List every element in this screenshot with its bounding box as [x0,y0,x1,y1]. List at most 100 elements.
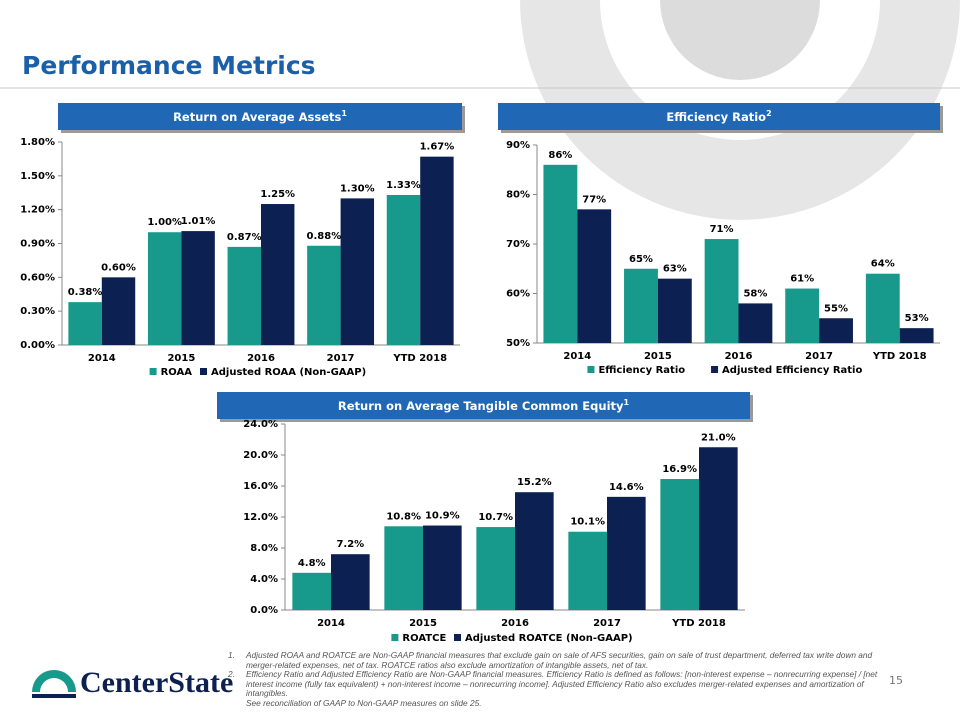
value-label: 1.00% [147,217,182,228]
header-bar [58,103,462,130]
legend-swatch [391,634,399,641]
value-label: 10.1% [570,517,605,528]
value-label: 1.33% [386,180,421,191]
x-tick-label: 2017 [327,353,355,364]
bar [819,318,853,343]
footnote-text: See reconciliation of GAAP to Non-GAAP m… [246,697,482,708]
bar [68,302,102,345]
value-label: 21.0% [701,432,736,443]
legend-label: ROATCE [402,633,446,644]
chart-title-text: Efficiency Ratio [666,110,766,124]
bar [785,288,820,343]
legend-swatch [149,368,157,375]
bar [699,447,738,610]
header-bar [217,392,750,419]
page-number: 15 [889,674,903,687]
bar [607,496,646,610]
y-tick-label: 24.0% [243,419,278,430]
footnote: See reconciliation of GAAP to Non-GAAP m… [228,697,888,709]
value-label: 1.01% [181,216,216,227]
x-tick-label: 2016 [725,351,753,362]
slide-title: Performance Metrics [22,51,316,80]
x-tick-label: YTD 2018 [671,618,726,629]
legend-label: Efficiency Ratio [598,365,685,376]
y-tick-label: 80% [506,190,530,201]
x-tick-label: 2016 [501,618,529,629]
value-label: 0.88% [307,231,342,242]
bar [147,232,182,345]
legend-label: Adjusted ROATCE (Non-GAAP) [465,633,633,644]
value-label: 61% [790,274,814,285]
x-tick-label: 2016 [247,353,275,364]
x-tick-label: 2017 [805,351,833,362]
bar [331,554,370,610]
logo-icon [32,670,76,698]
bar [423,525,462,610]
footnote: 1. Adjusted ROAA and ROATCE are Non-GAAP … [228,650,888,670]
bar [657,278,692,343]
bar [704,239,739,343]
value-label: 1.67% [420,142,455,153]
bar [568,531,607,610]
x-tick-label: YTD 2018 [872,351,927,362]
bar [624,268,658,343]
x-tick-label: 2014 [88,353,116,364]
value-label: 77% [582,194,606,205]
value-label: 71% [710,224,734,235]
chart-title-note: 1 [624,398,630,407]
footnote: 2. Efficiency Ratio and Adjusted Efficien… [228,669,888,699]
value-label: 0.60% [101,262,136,273]
y-tick-label: 1.80% [20,137,55,148]
value-label: 58% [743,288,767,299]
chart-title: Efficiency Ratio2 [666,109,771,124]
x-tick-label: 2015 [167,353,195,364]
footnote-marker: 2. [228,669,235,680]
value-label: 14.6% [609,482,644,493]
bar [292,572,331,610]
y-tick-label: 20.0% [243,450,278,461]
y-tick-label: 8.0% [250,543,278,554]
bar [384,526,423,610]
value-label: 1.25% [260,189,295,200]
logo-text: CenterState [80,666,233,699]
x-tick-label: YTD 2018 [392,353,447,364]
bar [577,209,612,343]
y-tick-label: 12.0% [243,512,278,523]
legend-swatch [200,368,207,375]
value-label: 65% [629,254,653,265]
value-label: 10.9% [425,511,460,522]
x-tick-label: 2015 [644,351,672,362]
y-tick-label: 90% [506,140,530,151]
bar [476,527,515,610]
chart-title: Return on Average Tangible Common Equity… [338,398,630,413]
bar [420,156,454,345]
value-label: 0.38% [68,287,103,298]
bar [543,164,578,343]
y-tick-label: 16.0% [243,481,278,492]
bar [660,479,699,610]
value-label: 0.87% [227,232,262,243]
legend-label: Adjusted Efficiency Ratio [722,365,862,376]
y-tick-label: 0.60% [20,272,55,283]
value-label: 1.30% [340,183,375,194]
bar [261,204,295,345]
x-tick-label: 2014 [563,351,591,362]
value-label: 4.8% [298,558,326,569]
value-label: 10.8% [386,511,421,522]
y-tick-label: 0.0% [250,605,278,616]
bar [515,492,554,610]
x-tick-label: 2014 [317,618,345,629]
legend-label: ROAA [161,367,193,378]
value-label: 7.2% [336,539,364,550]
chart-title-text: Return on Average Tangible Common Equity [338,399,624,413]
chart-title: Return on Average Assets1 [173,109,347,124]
bar [738,303,773,343]
bar [340,198,375,345]
y-tick-label: 1.20% [20,205,55,216]
y-tick-label: 60% [506,289,530,300]
bar [307,245,341,345]
value-label: 64% [871,259,895,270]
footnote-marker [228,699,246,709]
